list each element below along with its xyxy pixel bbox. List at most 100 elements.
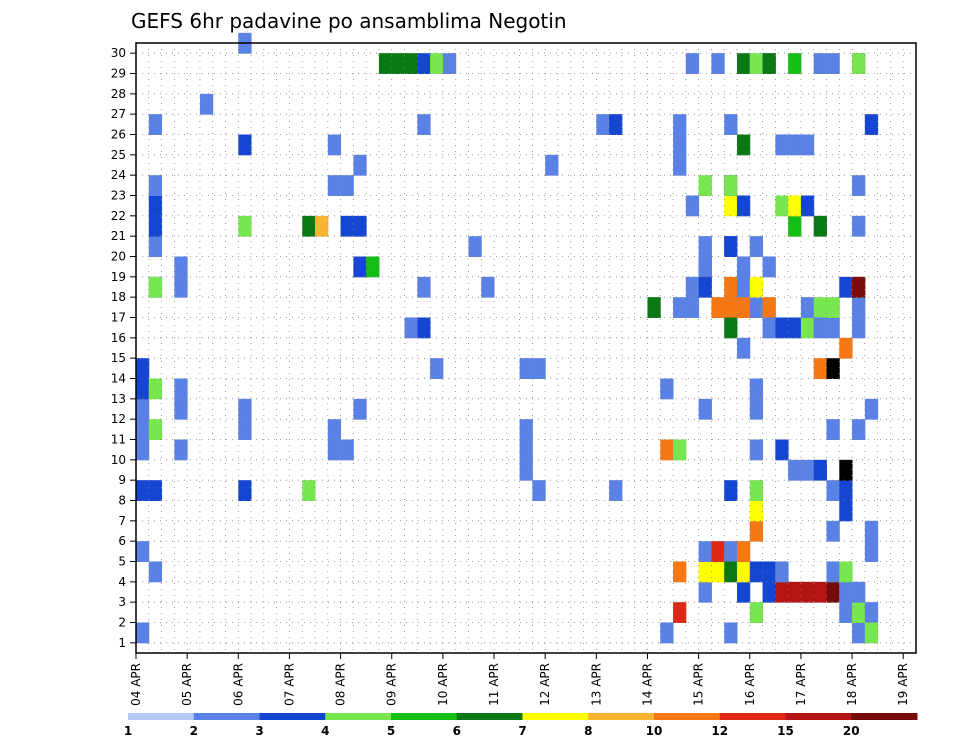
heatmap-cell xyxy=(864,541,879,562)
heatmap-cell xyxy=(839,480,853,501)
heatmap-cell xyxy=(673,561,687,583)
heatmap-cell xyxy=(711,53,725,74)
heatmap-cell xyxy=(864,398,879,420)
heatmap-cell xyxy=(813,297,827,318)
heatmap-cell xyxy=(353,215,367,237)
heatmap-cell xyxy=(852,419,866,440)
heatmap-cell xyxy=(788,317,802,339)
heatmap-cell xyxy=(404,317,418,339)
heatmap-cell xyxy=(800,134,815,156)
heatmap-cell xyxy=(724,317,738,339)
y-tick-label: 25 xyxy=(111,148,126,162)
heatmap-cell xyxy=(736,134,751,156)
heatmap-cell xyxy=(136,439,150,461)
y-tick-label: 11 xyxy=(111,433,126,447)
heatmap-cell xyxy=(698,398,712,420)
heatmap-cell xyxy=(404,53,418,74)
x-axis: 04 APR 05 APR 06 APR 07 APR 08 APR 09 APR 10 A… xyxy=(129,653,910,706)
x-tick-label: 06 APR xyxy=(231,663,245,706)
heatmap-cell xyxy=(762,581,776,603)
y-tick-label: 21 xyxy=(111,229,126,243)
heatmap-cell xyxy=(813,317,827,339)
x-tick-label: 05 APR xyxy=(180,663,194,706)
heatmap-cell xyxy=(174,398,188,420)
heatmap-cell xyxy=(724,480,738,501)
heatmap-cell xyxy=(800,195,815,217)
y-tick-label: 2 xyxy=(118,616,126,630)
heatmap-cell xyxy=(826,480,840,501)
heatmap-cell xyxy=(852,297,866,318)
x-tick-label: 13 APR xyxy=(589,663,603,706)
y-tick-label: 3 xyxy=(118,595,126,609)
heatmap-cell xyxy=(430,358,444,379)
heatmap-cell xyxy=(724,276,738,298)
heatmap-cell xyxy=(136,541,150,562)
y-tick-label: 14 xyxy=(111,372,126,386)
heatmap-cell xyxy=(762,53,776,74)
heatmap-cell xyxy=(775,195,789,217)
heatmap-cell xyxy=(775,561,789,583)
heatmap-cell xyxy=(340,215,354,237)
heatmap-cell xyxy=(136,419,150,440)
heatmap-cell xyxy=(238,419,252,440)
x-tick-label: 04 APR xyxy=(129,663,143,706)
heatmap-cell xyxy=(148,114,163,135)
y-tick-label: 9 xyxy=(118,473,126,487)
heatmap-cell xyxy=(839,500,853,522)
heatmap-cell xyxy=(468,236,482,257)
heatmap-cell xyxy=(813,215,827,237)
heatmap-cell xyxy=(839,337,853,359)
heatmap-cell xyxy=(749,561,764,583)
heatmap-cell xyxy=(417,317,431,339)
heatmap-cells xyxy=(136,32,879,644)
heatmap-cell xyxy=(238,398,252,420)
heatmap-cell xyxy=(749,236,764,257)
heatmap-cell xyxy=(673,602,687,623)
colorbar-swatch xyxy=(654,713,721,720)
heatmap-cell xyxy=(852,175,866,196)
colorbar-label: 8 xyxy=(584,724,592,738)
heatmap-cell xyxy=(353,398,367,420)
heatmap-cell xyxy=(148,378,163,400)
x-tick-label: 14 APR xyxy=(640,663,654,706)
heatmap-cell xyxy=(749,378,764,400)
heatmap-cell xyxy=(749,602,764,623)
heatmap-cell xyxy=(724,297,738,318)
heatmap-cell xyxy=(174,378,188,400)
heatmap-cell xyxy=(609,480,623,501)
y-tick-label: 5 xyxy=(118,555,126,569)
heatmap-cell xyxy=(519,358,533,379)
heatmap-cell xyxy=(864,114,879,135)
heatmap-cell xyxy=(353,256,367,278)
colorbar-swatch xyxy=(391,713,458,720)
heatmap-cell xyxy=(826,317,840,339)
heatmap-cell xyxy=(711,541,725,562)
heatmap-cell xyxy=(199,93,214,115)
heatmap-cell xyxy=(826,53,840,74)
y-tick-label: 4 xyxy=(118,575,126,589)
heatmap-cell xyxy=(736,297,751,318)
heatmap-cell xyxy=(839,602,853,623)
colorbar-label: 2 xyxy=(190,724,198,738)
heatmap-cell xyxy=(698,236,712,257)
heatmap-cell xyxy=(852,215,866,237)
heatmap-cell xyxy=(148,419,163,440)
heatmap-cell xyxy=(852,317,866,339)
colorbar-swatch xyxy=(785,713,852,720)
y-tick-label: 10 xyxy=(111,453,126,467)
heatmap-cell xyxy=(749,276,764,298)
heatmap-cell xyxy=(788,581,802,603)
colorbar-swatch xyxy=(456,713,523,720)
heatmap-cell xyxy=(417,114,431,135)
y-tick-label: 22 xyxy=(111,209,126,223)
heatmap-cell xyxy=(238,134,252,156)
colorbar-label: 15 xyxy=(777,724,794,738)
heatmap-cell xyxy=(749,398,764,420)
heatmap-cell xyxy=(647,297,661,318)
heatmap-cell xyxy=(136,622,150,644)
heatmap-cell xyxy=(826,297,840,318)
heatmap-cell xyxy=(519,419,533,440)
x-tick-label: 16 APR xyxy=(743,663,757,706)
heatmap-cell xyxy=(852,53,866,74)
